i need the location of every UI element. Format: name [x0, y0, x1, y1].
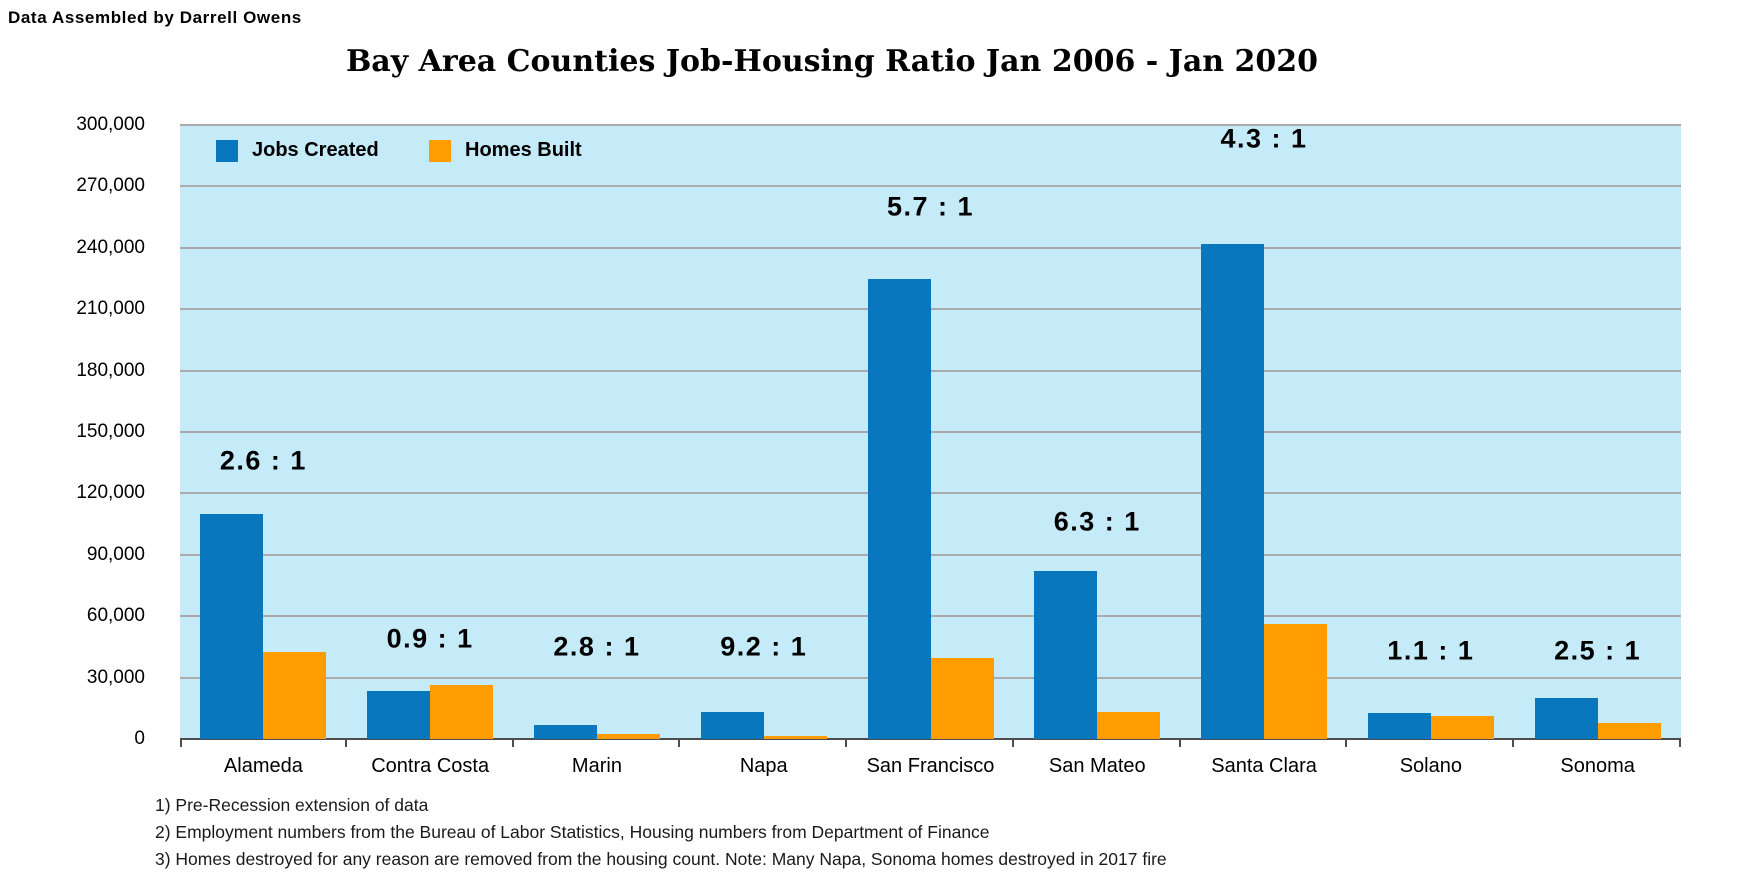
bar-jobs-sonoma: [1534, 698, 1598, 739]
ratio-label-santa-clara: 4.3 : 1: [1220, 123, 1308, 154]
x-axis-tick: [1512, 739, 1515, 747]
legend-item-homes: Homes Built: [429, 139, 582, 162]
x-axis-label-marin: Marin: [571, 755, 622, 777]
footnote-line: 2) Employment numbers from the Bureau of…: [155, 822, 990, 842]
legend-swatch-homes-icon: [429, 139, 451, 162]
x-axis-label-san-mateo: San Mateo: [1048, 755, 1146, 777]
chart-title: Bay Area Counties Job-Housing Ratio Jan …: [345, 44, 1319, 79]
gridline: [180, 124, 1681, 126]
gridline: [180, 185, 1681, 188]
ratio-label-san-mateo: 6.3 : 1: [1053, 506, 1141, 537]
bar-jobs-san-mateo: [1034, 571, 1098, 739]
gridline: [180, 308, 1681, 311]
x-axis-label-contra-costa: Contra Costa: [371, 755, 490, 777]
y-axis-tick-label: 210,000: [76, 298, 145, 320]
legend-label-homes: Homes Built: [465, 139, 582, 161]
x-axis-tick: [1679, 739, 1681, 747]
bar-homes-alameda: [263, 652, 327, 739]
x-axis-tick: [511, 739, 514, 747]
gridline: [180, 431, 1681, 433]
credit-text: Data Assembled by Darrell Owens: [8, 8, 302, 27]
bar-jobs-san-francisco: [867, 278, 931, 739]
y-axis-tick-label: 150,000: [76, 421, 145, 442]
y-axis-tick-label: 60,000: [86, 605, 145, 627]
x-axis-tick: [678, 739, 681, 747]
ratio-label-marin: 2.8 : 1: [553, 631, 641, 662]
x-axis-tick: [845, 739, 848, 747]
ratio-label-alameda: 2.6 : 1: [219, 445, 307, 476]
x-axis-label-alameda: Alameda: [223, 755, 303, 777]
bar-jobs-napa: [700, 712, 764, 739]
x-axis-label-san-francisco: San Francisco: [866, 755, 995, 777]
legend-swatch-jobs-icon: [216, 139, 238, 162]
y-axis-tick-label: 30,000: [86, 666, 145, 688]
bar-jobs-marin: [533, 724, 597, 739]
gridline: [180, 553, 1681, 556]
ratio-label-solano: 1.1 : 1: [1387, 635, 1475, 666]
y-axis-tick-label: 0: [134, 728, 145, 749]
footnote-line: 3) Homes destroyed for any reason are re…: [155, 849, 1167, 869]
bar-homes-napa: [763, 736, 827, 739]
gridline: [180, 492, 1681, 495]
y-axis-tick-label: 300,000: [76, 114, 145, 135]
x-axis-label-santa-clara: Santa Clara: [1211, 755, 1317, 777]
bar-jobs-alameda: [200, 513, 264, 739]
footnote-line: 1) Pre-Recession extension of data: [155, 795, 429, 815]
x-axis-label-napa: Napa: [739, 755, 788, 777]
y-axis-tick-label: 270,000: [76, 175, 145, 197]
ratio-label-napa: 9.2 : 1: [720, 631, 808, 662]
bar-homes-solano: [1430, 715, 1494, 739]
y-axis-tick-label: 240,000: [76, 236, 145, 258]
bar-jobs-santa-clara: [1201, 243, 1265, 739]
y-axis-tick-label: 120,000: [76, 482, 145, 504]
x-axis-tick: [1345, 739, 1348, 747]
ratio-label-san-francisco: 5.7 : 1: [886, 191, 975, 222]
bar-jobs-contra-costa: [367, 690, 431, 739]
bar-homes-sonoma: [1597, 722, 1661, 739]
x-axis-tick: [1011, 739, 1014, 747]
gridline: [180, 246, 1681, 249]
bar-homes-santa-clara: [1264, 623, 1328, 739]
y-axis-tick-label: 180,000: [76, 359, 145, 381]
bar-homes-marin: [596, 733, 660, 739]
bar-homes-contra-costa: [430, 684, 494, 739]
x-axis-tick: [180, 739, 182, 747]
bar-homes-san-francisco: [930, 658, 994, 739]
footnotes: 1) Pre-Recession extension of data 2) Em…: [155, 792, 1167, 873]
plot-area: 2.6 : 1 0.9 : 1 2.8 : 1 9.2 : 1 5.7 : 1 6.3 :…: [180, 123, 1681, 747]
legend-item-jobs: Jobs Created: [216, 139, 379, 162]
x-axis-label-solano: Solano: [1399, 755, 1462, 777]
bar-homes-san-mateo: [1097, 712, 1161, 739]
x-axis-label-sonoma: Sonoma: [1560, 755, 1635, 777]
bar-jobs-solano: [1367, 713, 1431, 739]
gridline: [180, 369, 1681, 372]
ratio-label-contra-costa: 0.9 : 1: [386, 623, 474, 654]
x-axis-tick: [1178, 739, 1181, 747]
gridline: [180, 615, 1681, 618]
legend-label-jobs: Jobs Created: [252, 139, 379, 161]
y-axis-tick-label: 90,000: [86, 543, 145, 565]
ratio-label-sonoma: 2.5 : 1: [1554, 635, 1642, 666]
x-axis-line: [180, 738, 1681, 740]
x-axis-tick: [344, 739, 347, 747]
